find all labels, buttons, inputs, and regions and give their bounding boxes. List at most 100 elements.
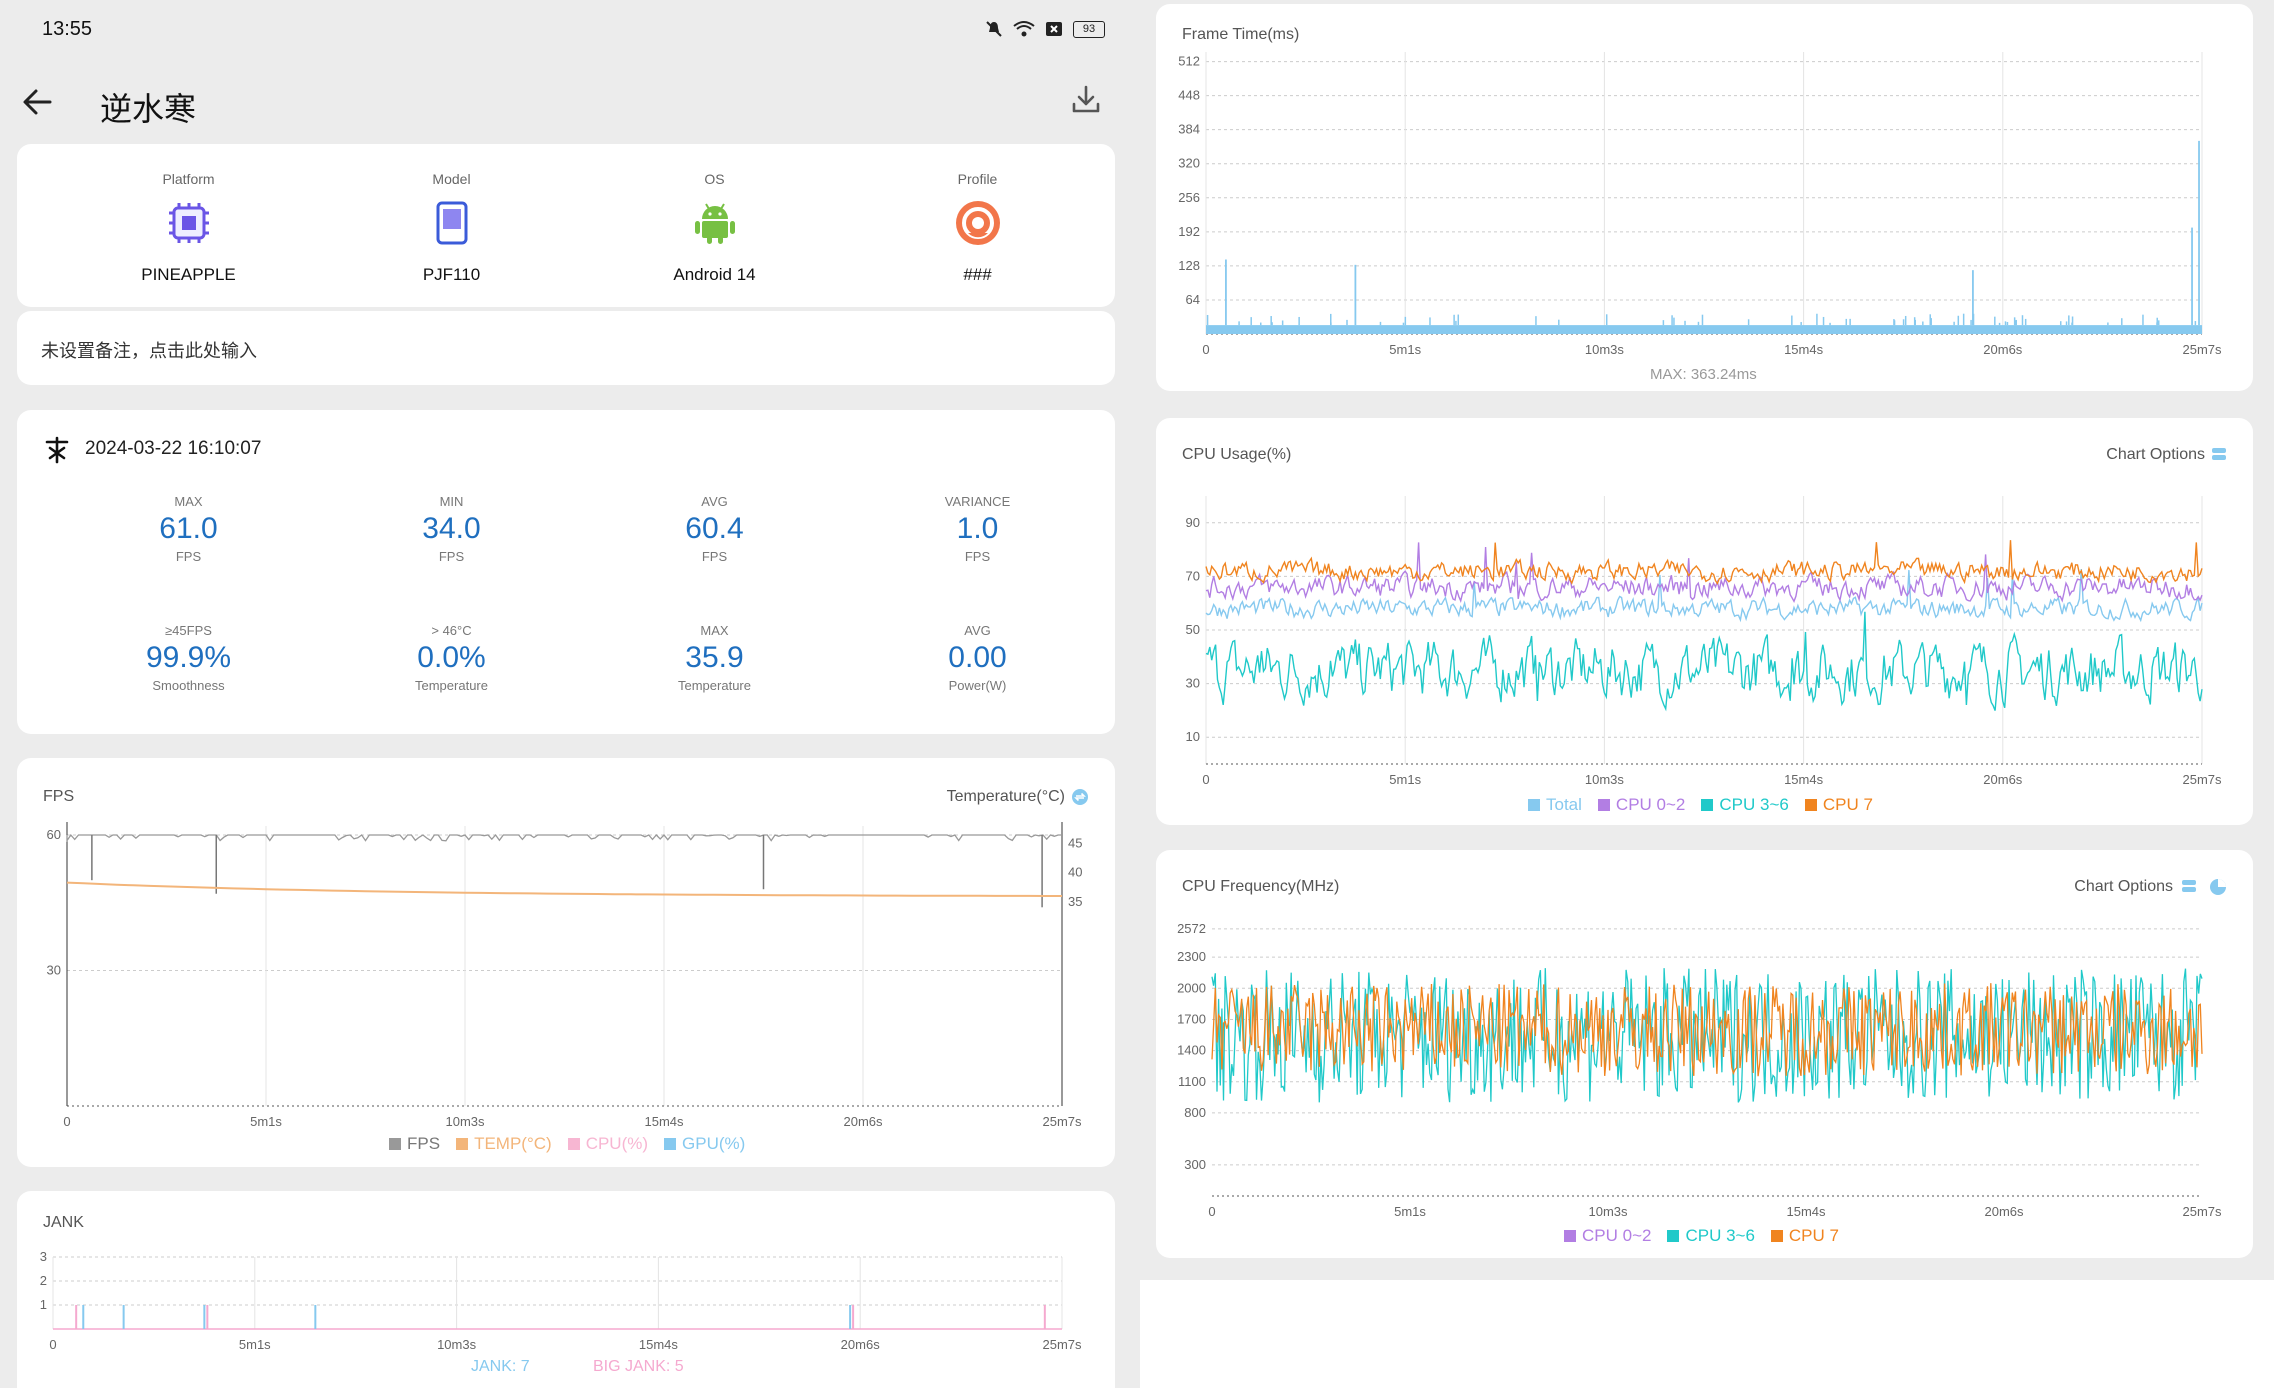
legend-swatch [1701, 799, 1714, 811]
cpu-frequency-options-button[interactable]: Chart Options [2074, 878, 2173, 895]
x-tick-label: 25m7s [1042, 1337, 1082, 1352]
stat-unit: Power(W) [948, 678, 1007, 693]
x-tick-label: 20m6s [1984, 1204, 2024, 1219]
y-tick-label: 2 [40, 1273, 47, 1288]
stat-value: 60.4 [685, 512, 744, 545]
legend-label: CPU 0~2 [1615, 795, 1686, 814]
legend-label: CPU(%) [585, 1134, 649, 1153]
x-tick-label: 20m6s [843, 1114, 883, 1129]
y-tick-label: 2000 [1177, 980, 1206, 995]
y-tick-label: 50 [1186, 622, 1200, 637]
y-tick-label: 192 [1178, 224, 1200, 239]
legend-label: CPU 3~6 [1685, 1226, 1755, 1245]
x-tick-label: 25m7s [2182, 342, 2222, 357]
stat-label: VARIANCE [944, 494, 1011, 509]
layers-icon[interactable] [2211, 446, 2227, 462]
status-bar: 13:55 93 [0, 0, 1140, 58]
y2-tick-label: 35 [1068, 894, 1082, 909]
stat-value: 1.0 [956, 512, 999, 545]
cpu-usage-chart: 10 30 50 70 90 0 5m1s 10m3s 15m4s 20m6s 25m7s [1186, 496, 2222, 787]
model-label: Model [432, 171, 471, 187]
y-tick-label: 64 [1186, 292, 1200, 307]
x-tick-label: 0 [1208, 1204, 1215, 1219]
bottom-blank-panel [1140, 1280, 2274, 1388]
status-icons: 93 [985, 18, 1105, 40]
stat-smoothness: ≥45FPS 99.9% Smoothness [57, 623, 320, 693]
legend-cpu[interactable]: CPU(%) [567, 1134, 649, 1154]
stat-variance: VARIANCE 1.0 FPS [846, 494, 1109, 564]
legend-fps[interactable]: FPS [389, 1134, 440, 1154]
temperature-line [66, 881, 1062, 897]
legend-label: FPS [407, 1134, 441, 1153]
back-arrow-icon[interactable] [18, 82, 58, 122]
chip-icon [168, 203, 209, 243]
stat-unit: FPS [964, 549, 991, 564]
x-tick-label: 25m7s [1042, 1114, 1082, 1129]
stat-max-fps: MAX 61.0 FPS [57, 494, 320, 564]
legend-total[interactable]: Total [1528, 795, 1582, 815]
pie-chart-icon[interactable] [2209, 878, 2227, 896]
note-placeholder: 未设置备注，点击此处输入 [41, 341, 257, 361]
frame-time-card: Frame Time(ms) 64 128 192 256 320 384 448 512 0 5… [1156, 4, 2253, 391]
y-tick-label: 300 [1184, 1157, 1206, 1172]
legend-cpu36[interactable]: CPU 3~6 [1701, 795, 1789, 815]
y-tick-label: 1700 [1177, 1011, 1206, 1026]
stat-unit: FPS [701, 549, 728, 564]
cpu-frequency-title: CPU Frequency(MHz) [1182, 878, 1340, 895]
y-tick-label: 90 [1186, 515, 1200, 530]
platform-value: PINEAPPLE [141, 265, 236, 284]
x-tick-label: 0 [49, 1337, 56, 1352]
temperature-axis-title: Temperature(°C) [946, 788, 1065, 805]
legend-cpu02[interactable]: CPU 0~2 [1564, 1226, 1651, 1246]
stat-value: 34.0 [422, 512, 481, 545]
note-input[interactable]: 未设置备注，点击此处输入 [17, 311, 1115, 385]
x-tick-label: 10m3s [1588, 1204, 1628, 1219]
legend-cpu36[interactable]: CPU 3~6 [1667, 1226, 1755, 1246]
x-tick-label: 20m6s [1983, 772, 2023, 787]
legend-swatch [1770, 1230, 1783, 1242]
legend-swatch [1804, 799, 1817, 811]
refresh-icon[interactable] [1071, 788, 1089, 806]
download-icon[interactable] [1068, 82, 1104, 118]
x-tick-label: 25m7s [2182, 772, 2222, 787]
cpu-frequency-chart: 300 800 1100 1400 1700 2000 2300 2572 0 5m1s 10m3s… [1177, 921, 2222, 1219]
x-tick-label: 5m1s [239, 1337, 271, 1352]
x-tick-label: 20m6s [841, 1337, 881, 1352]
y-tick-label: 3 [40, 1249, 47, 1264]
sim-off-icon [1046, 22, 1062, 36]
cpu-usage-options-button[interactable]: Chart Options [2106, 446, 2205, 463]
frame-time-band [1206, 325, 2202, 334]
app-bar: 逆水寒 [0, 64, 1140, 144]
stat-unit: Smoothness [152, 678, 225, 693]
stat-unit: Temperature [678, 678, 751, 693]
x-tick-label: 15m4s [1784, 342, 1824, 357]
stat-unit: FPS [175, 549, 202, 564]
frame-time-max: MAX: 363.24ms [1650, 366, 1757, 383]
stat-unit: Temperature [415, 678, 488, 693]
stat-label: MAX [174, 494, 203, 509]
legend-temp[interactable]: TEMP(°C) [456, 1134, 552, 1154]
legend-gpu[interactable]: GPU(%) [664, 1134, 745, 1154]
battery-level: 93 [1082, 22, 1096, 35]
layers-icon[interactable] [2181, 878, 2197, 894]
status-time: 13:55 [42, 18, 93, 40]
page-title: 逆水寒 [100, 91, 197, 127]
y2-tick-label: 40 [1068, 865, 1082, 880]
y-tick-label: 30 [47, 963, 61, 978]
legend-cpu02[interactable]: CPU 0~2 [1597, 795, 1686, 815]
stat-avg-fps: AVG 60.4 FPS [583, 494, 846, 564]
profile-label: Profile [957, 171, 998, 187]
legend-cpu7[interactable]: CPU 7 [1804, 795, 1873, 815]
y-tick-label: 2572 [1177, 921, 1206, 936]
jank-chart: 1 2 3 0 5m1s 10m3s 15m4s 20m6s 25m7s [40, 1249, 1082, 1352]
legend-swatch [1597, 799, 1610, 811]
y-tick-label: 128 [1178, 258, 1200, 273]
stat-label: AVG [964, 623, 991, 638]
legend-cpu7[interactable]: CPU 7 [1770, 1226, 1839, 1246]
y-tick-label: 512 [1178, 54, 1200, 69]
frame-time-title: Frame Time(ms) [1182, 26, 1300, 43]
fps-chart: 30 60 0 5m1s 10m3s 15m4s 20m6s 25m7s 35 40 45 [47, 822, 1082, 1129]
stat-label: AVG [701, 494, 728, 509]
stat-avg-power: AVG 0.00 Power(W) [846, 623, 1109, 693]
legend-label: CPU 3~6 [1719, 795, 1789, 814]
